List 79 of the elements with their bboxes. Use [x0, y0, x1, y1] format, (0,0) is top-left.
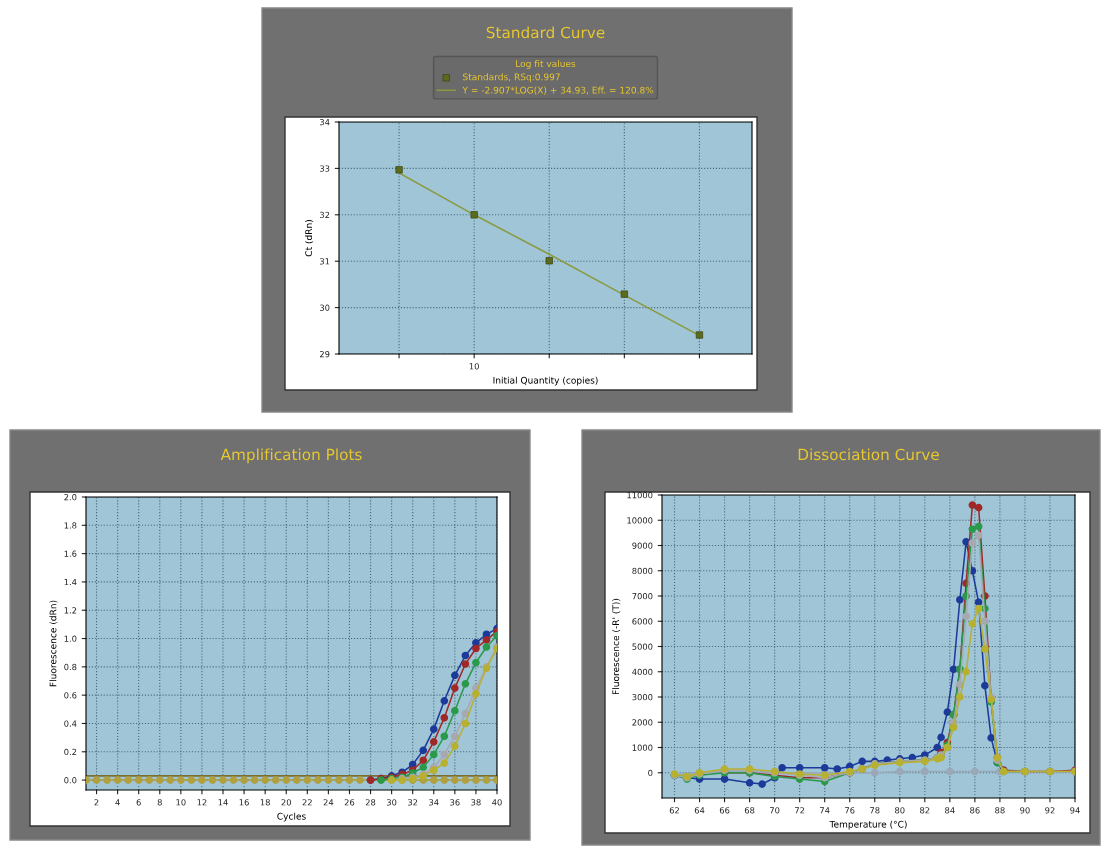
chart-title: Amplification Plots	[220, 448, 362, 464]
x-tick-label: 16	[239, 799, 249, 806]
x-tick-label: 86	[970, 807, 980, 814]
x-tick-label: 92	[1045, 807, 1055, 814]
y-tick-label: 34	[320, 118, 330, 126]
x-tick-label: 40	[492, 799, 502, 806]
x-tick-label: 78	[870, 807, 880, 814]
x-tick-label: 62	[669, 807, 679, 814]
y-tick-label: 2.0	[64, 493, 77, 501]
x-tick-label: 68	[744, 807, 755, 814]
chart-title: Dissociation Curve	[798, 448, 939, 461]
y-tick-label: 1.8	[64, 522, 77, 529]
y-tick-label: 31	[320, 258, 330, 265]
x-tick-label: 32	[408, 799, 418, 806]
x-tick-label: 34	[429, 799, 439, 806]
x-tick-label: 72	[795, 807, 805, 814]
y-tick-label: 1.6	[64, 550, 77, 557]
y-axis-title: Fluorescence (dRn)	[49, 600, 58, 687]
x-tick-label: 30	[386, 799, 397, 806]
y-tick-label: 0.8	[64, 663, 77, 671]
x-tick-label: 84	[945, 807, 955, 814]
y-tick-label: 10000	[627, 517, 653, 524]
x-tick-label: 10	[469, 363, 479, 370]
y-tick-label: 5000	[632, 643, 653, 650]
y-tick-label: 0.4	[64, 720, 77, 727]
y-axis-title: Fluorescence (-R' (T))	[612, 598, 621, 695]
x-tick-label: 28	[365, 799, 376, 806]
x-tick-label: 24	[323, 799, 334, 806]
x-tick-label: 4	[115, 799, 120, 806]
x-tick-label: 12	[197, 799, 207, 806]
x-tick-label: 14	[218, 799, 228, 806]
y-tick-label: 4000	[632, 668, 653, 676]
legend-label: Y = -2.907*LOG(X) + 34.93, Eff. = 120.8%	[462, 86, 654, 95]
x-tick-label: 26	[344, 799, 355, 806]
y-tick-label: 1000	[632, 744, 653, 751]
x-tick-label: 80	[895, 807, 905, 814]
y-axis-title: Ct (dRn)	[305, 220, 314, 257]
y-tick-label: 3000	[632, 693, 653, 701]
y-tick-label: 11000	[627, 491, 653, 499]
y-tick-label: 29	[319, 350, 330, 358]
x-tick-label: 70	[770, 807, 780, 814]
x-tick-label: 64	[694, 807, 705, 814]
x-tick-label: 88	[995, 807, 1005, 814]
x-axis-title: Initial Quantity (copies)	[493, 376, 598, 386]
x-tick-label: 18	[260, 799, 270, 806]
legend-label: Standards, RSq:0.997	[463, 73, 560, 83]
x-axis-title: Cycles	[277, 812, 306, 822]
y-tick-label: 0.6	[64, 692, 77, 699]
y-tick-label: 0.2	[64, 748, 77, 756]
x-axis-title: Temperature (°C)	[829, 820, 907, 830]
y-tick-label: 1.2	[64, 607, 77, 614]
x-tick-label: 38	[471, 799, 481, 806]
legend-title: Log fit values	[516, 60, 576, 69]
x-tick-label: 74	[820, 807, 830, 814]
y-tick-label: 1.4	[64, 579, 77, 586]
chart-title: Standard Curve	[486, 26, 605, 39]
y-tick-label: 32	[320, 211, 330, 219]
x-tick-label: 76	[845, 807, 855, 814]
x-tick-label: 8	[157, 799, 162, 806]
x-tick-label: 94	[1070, 807, 1080, 814]
y-tick-label: 2000	[632, 719, 653, 726]
y-tick-label: 0.0	[64, 777, 77, 784]
x-tick-label: 90	[1020, 807, 1030, 814]
y-tick-label: 30	[320, 304, 330, 311]
y-tick-label: 1.0	[64, 635, 77, 642]
y-tick-label: 33	[320, 165, 330, 172]
y-tick-label: 0	[648, 769, 653, 777]
x-tick-label: 66	[719, 807, 730, 814]
x-tick-label: 6	[136, 799, 141, 806]
y-tick-label: 7000	[632, 592, 653, 600]
x-tick-label: 22	[302, 799, 312, 806]
x-tick-label: 2	[94, 799, 99, 806]
y-tick-label: 8000	[632, 567, 653, 575]
x-tick-label: 20	[281, 799, 291, 806]
x-tick-label: 36	[450, 799, 460, 806]
y-tick-label: 6000	[632, 618, 653, 625]
x-tick-label: 82	[920, 807, 930, 814]
y-tick-label: 9000	[632, 542, 653, 549]
x-tick-label: 10	[176, 799, 186, 806]
